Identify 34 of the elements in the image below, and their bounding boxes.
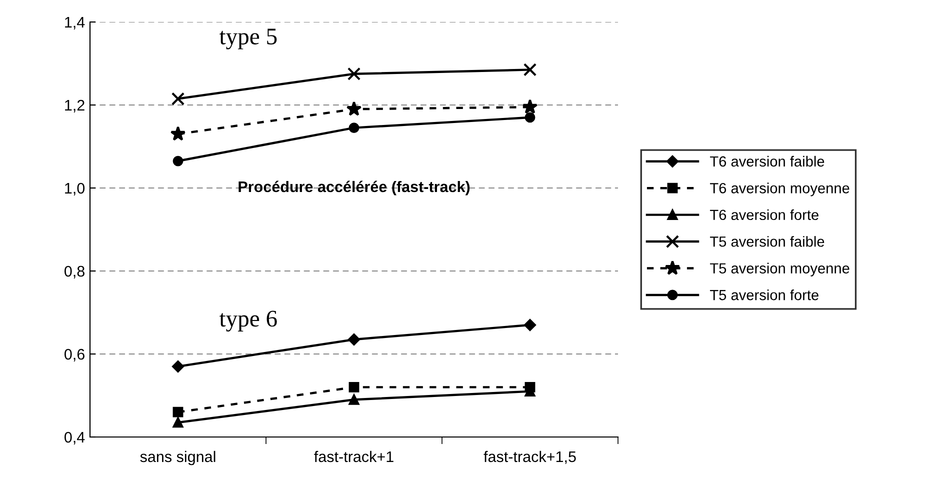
y-tick-label: 0,8: [64, 266, 84, 278]
point: [348, 334, 360, 346]
x-tick-label: fast-track+1,5: [484, 450, 576, 464]
point: [348, 122, 360, 134]
annotation: type 6: [219, 310, 277, 332]
point: [346, 101, 362, 116]
x-tick-label: sans signal: [140, 450, 216, 466]
point: [348, 394, 360, 405]
point: [170, 126, 186, 141]
point: [171, 92, 185, 106]
legend-label: T5 aversion forte: [710, 290, 818, 300]
point: [524, 318, 536, 331]
legend-label: T5 aversion moyenne: [710, 262, 850, 276]
point: [347, 67, 361, 80]
y-tick-label: 1,0: [65, 182, 85, 196]
point: [522, 99, 538, 114]
legend-label: T6 aversion forte: [710, 209, 818, 220]
x-tick-label: fast-track+1: [314, 450, 394, 462]
point: [172, 360, 184, 372]
point: [172, 417, 184, 428]
point: [348, 382, 360, 392]
y-tick-label: 0,4: [64, 432, 85, 444]
text: Procédure accélérée (fast-track): [238, 180, 470, 196]
point: [524, 112, 536, 123]
y-tick-label: 1,2: [65, 100, 84, 112]
legend-label: T6 aversion moyenne: [710, 182, 850, 196]
annotation: type 5: [219, 28, 277, 50]
y-tick-label: 1,4: [65, 17, 85, 30]
point: [172, 156, 184, 166]
point: [523, 63, 537, 76]
legend-label: T6 aversion faible: [710, 156, 824, 167]
legend-label: T5 aversion faible: [710, 236, 824, 247]
point: [172, 406, 184, 418]
y-tick-label: 0,6: [64, 348, 84, 362]
